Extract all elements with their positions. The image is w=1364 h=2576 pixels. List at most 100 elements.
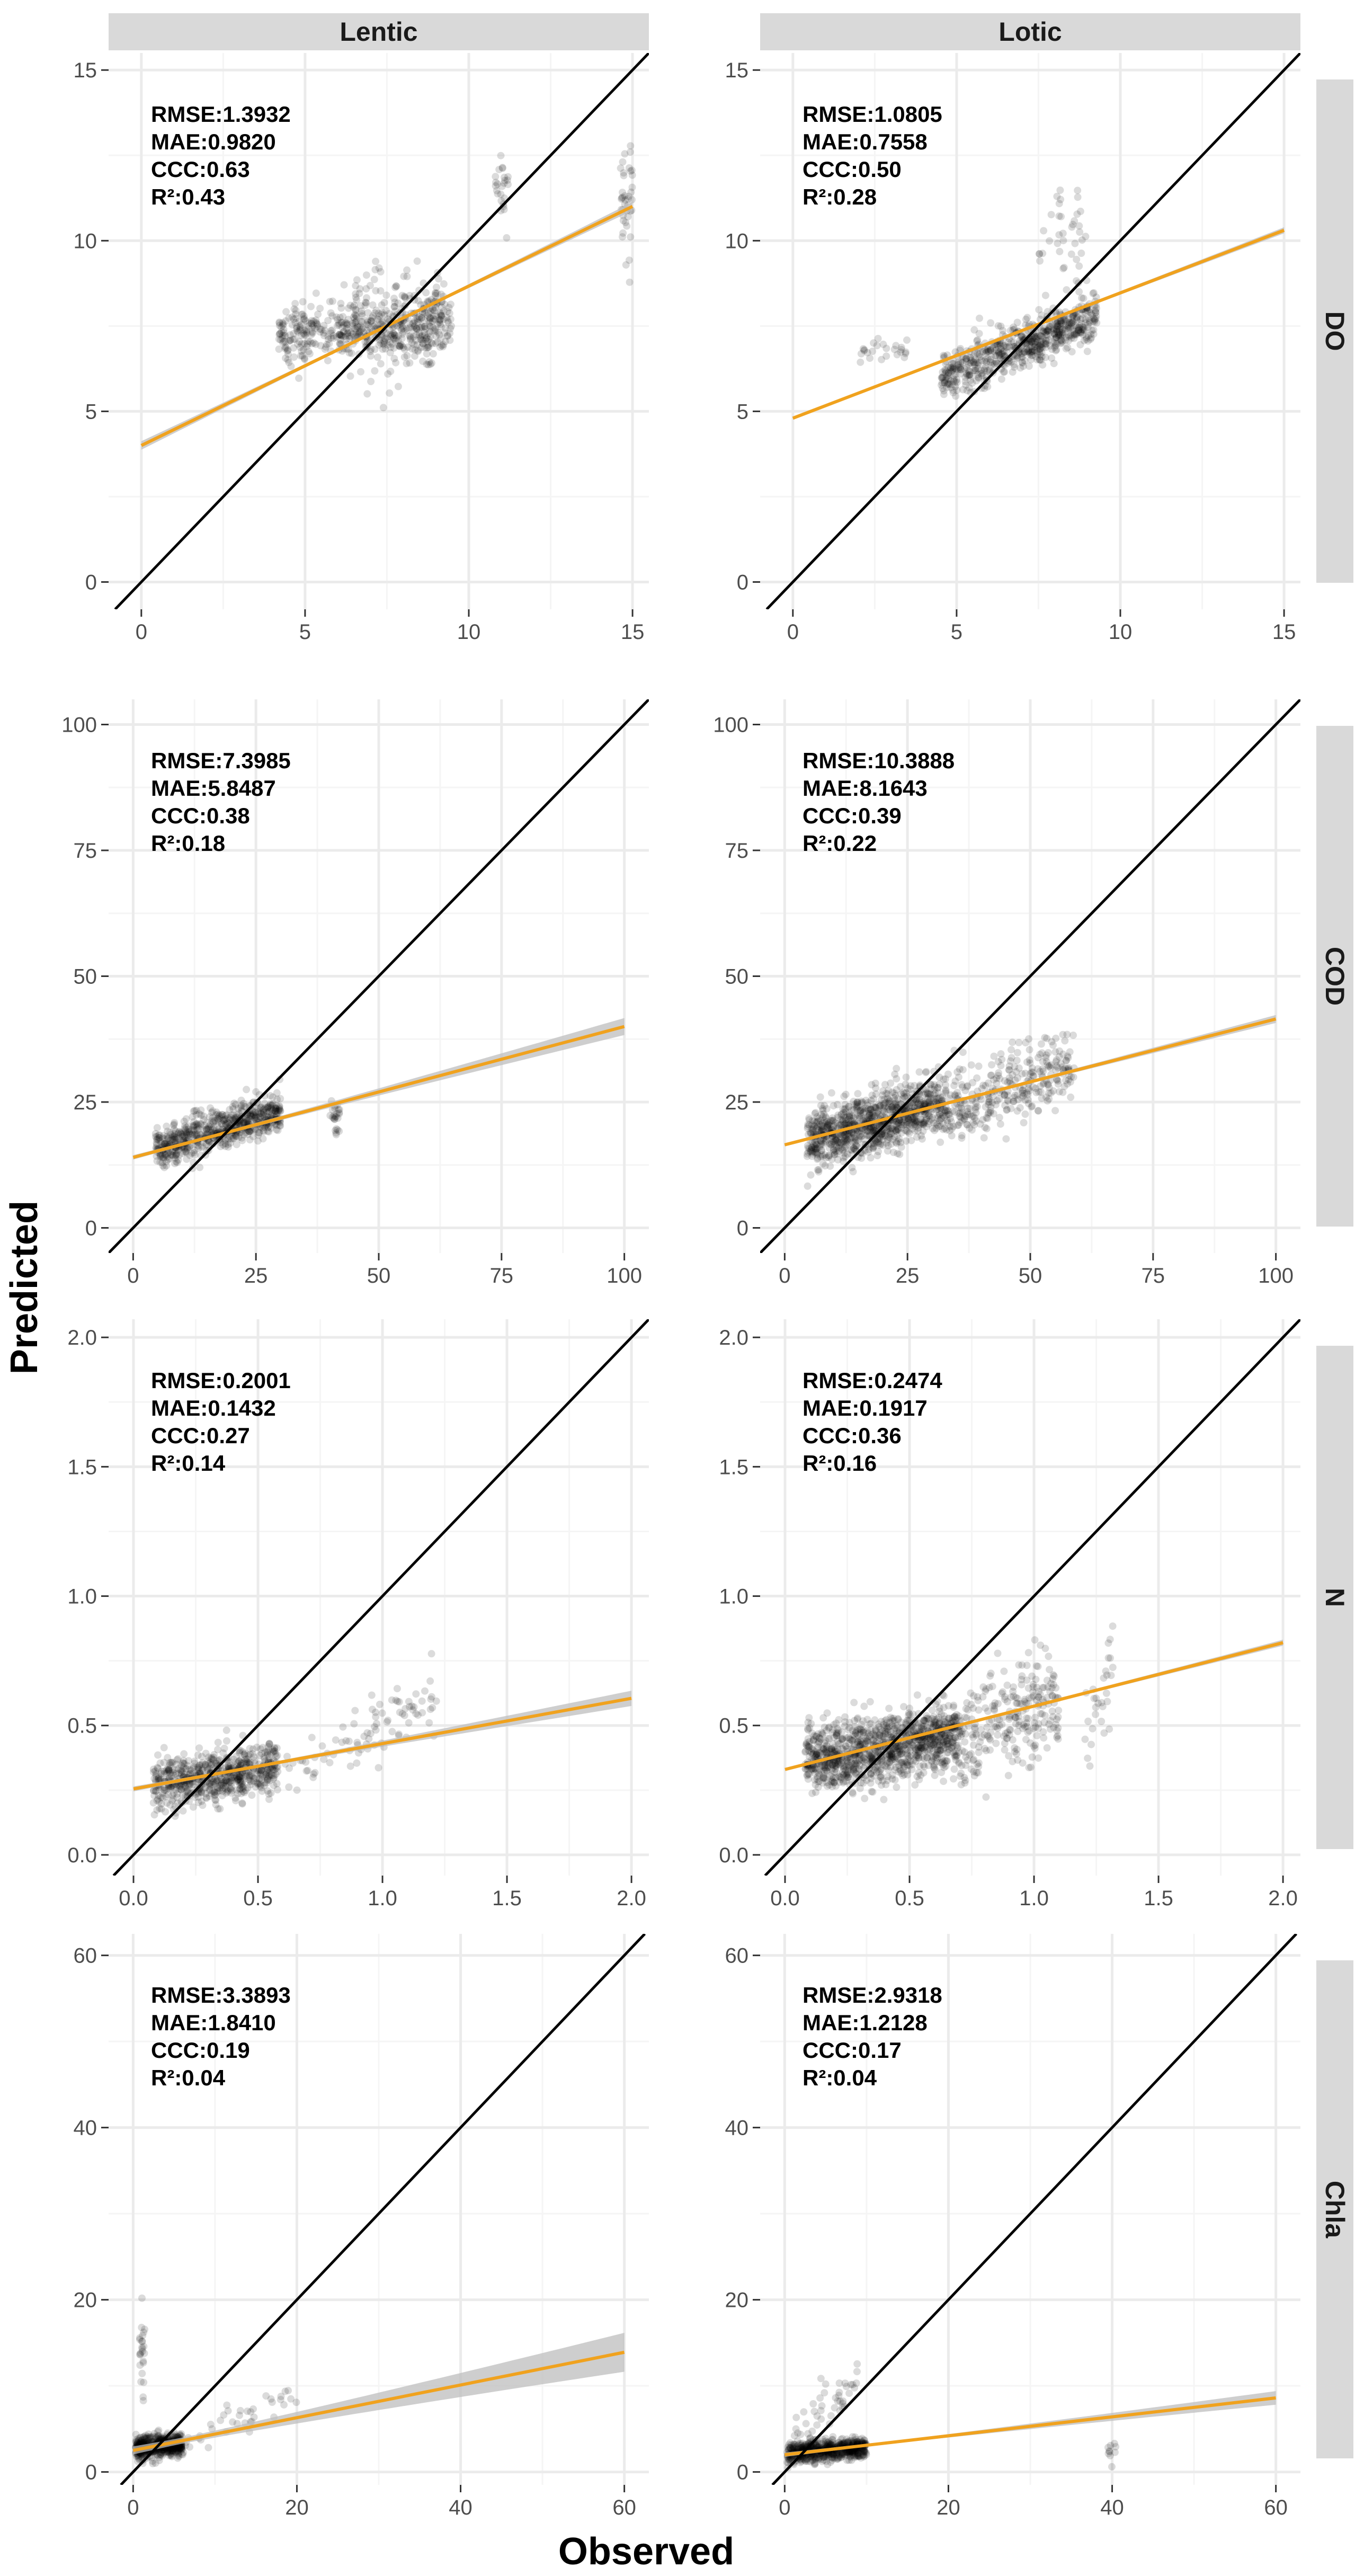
data-point	[255, 1110, 263, 1118]
data-point	[375, 316, 382, 324]
data-point	[433, 289, 441, 297]
x-tick-label: 100	[607, 1264, 642, 1287]
data-point	[1042, 328, 1050, 336]
data-point	[618, 195, 626, 203]
data-point	[316, 328, 324, 336]
data-point	[618, 194, 626, 202]
data-point	[272, 1107, 280, 1115]
data-point	[347, 328, 355, 336]
data-point	[962, 356, 970, 363]
data-point	[358, 312, 366, 320]
data-point	[1080, 323, 1087, 331]
data-point	[926, 1095, 934, 1103]
data-point	[910, 1118, 917, 1126]
data-point	[171, 1135, 179, 1143]
data-point	[368, 317, 376, 325]
data-point	[338, 1738, 346, 1746]
data-point	[1058, 339, 1066, 347]
data-point	[190, 1122, 197, 1130]
data-point	[425, 322, 433, 330]
data-point	[264, 1127, 272, 1135]
data-point	[273, 1110, 281, 1118]
data-point	[184, 1131, 192, 1139]
data-point	[328, 326, 336, 334]
data-point	[273, 1102, 280, 1109]
data-point	[288, 321, 296, 329]
data-point	[222, 1111, 230, 1119]
data-point	[1061, 316, 1069, 323]
data-point	[396, 342, 404, 350]
data-point	[1074, 326, 1082, 334]
data-point	[992, 347, 1000, 354]
data-point	[423, 344, 431, 352]
data-point	[404, 343, 412, 351]
data-point	[337, 331, 345, 339]
data-point	[974, 361, 982, 369]
data-point	[367, 345, 375, 353]
data-point	[168, 1134, 176, 1142]
data-point	[390, 330, 398, 337]
data-point	[987, 352, 995, 360]
y-tick-label: 5	[85, 400, 97, 423]
data-point	[333, 322, 341, 330]
data-point	[891, 1070, 899, 1078]
data-point	[192, 1106, 200, 1114]
data-point	[1065, 331, 1073, 339]
data-point	[492, 182, 500, 190]
data-point	[956, 363, 964, 371]
data-point	[1001, 368, 1009, 376]
data-point	[276, 330, 284, 337]
data-point	[336, 339, 344, 347]
data-point	[953, 378, 961, 386]
data-point	[393, 334, 400, 342]
data-point	[327, 330, 335, 337]
data-point	[1024, 348, 1032, 356]
data-point	[1038, 353, 1046, 361]
data-point	[333, 1125, 340, 1133]
data-point	[342, 335, 350, 343]
data-point	[1034, 1065, 1042, 1073]
data-point	[177, 1130, 185, 1138]
data-point	[860, 346, 868, 354]
data-point	[1065, 323, 1073, 331]
data-point	[948, 380, 956, 388]
data-point	[327, 334, 335, 342]
data-point	[953, 386, 961, 394]
data-point	[1040, 327, 1048, 335]
data-point	[266, 1100, 274, 1108]
data-point	[1051, 342, 1059, 350]
data-point	[400, 292, 408, 300]
data-point	[181, 1144, 189, 1152]
data-point	[422, 335, 430, 343]
data-point	[186, 1151, 194, 1159]
data-point	[418, 1697, 426, 1705]
data-point	[264, 1124, 272, 1132]
data-point	[183, 1131, 191, 1138]
data-point	[1025, 362, 1033, 370]
data-point	[304, 340, 311, 348]
data-point	[965, 371, 973, 379]
data-point	[962, 354, 970, 362]
data-point	[1074, 326, 1082, 334]
data-point	[854, 1103, 862, 1111]
data-point	[380, 299, 388, 307]
data-point	[332, 1736, 340, 1744]
data-point	[169, 1151, 177, 1159]
data-point	[382, 291, 390, 299]
data-point	[1053, 326, 1060, 334]
data-point	[886, 1131, 894, 1139]
data-point	[446, 336, 454, 344]
data-point	[1055, 200, 1063, 208]
metric-label: RMSE:0.2001	[151, 1368, 291, 1393]
data-point	[388, 340, 396, 348]
data-point	[432, 340, 440, 348]
data-point	[500, 179, 508, 187]
data-point	[204, 1125, 212, 1133]
data-point	[426, 333, 434, 340]
data-point	[971, 1114, 979, 1122]
data-point	[295, 374, 303, 382]
data-point	[215, 1112, 222, 1120]
data-point	[163, 1151, 171, 1159]
data-point	[628, 166, 636, 174]
data-point	[1057, 317, 1065, 325]
